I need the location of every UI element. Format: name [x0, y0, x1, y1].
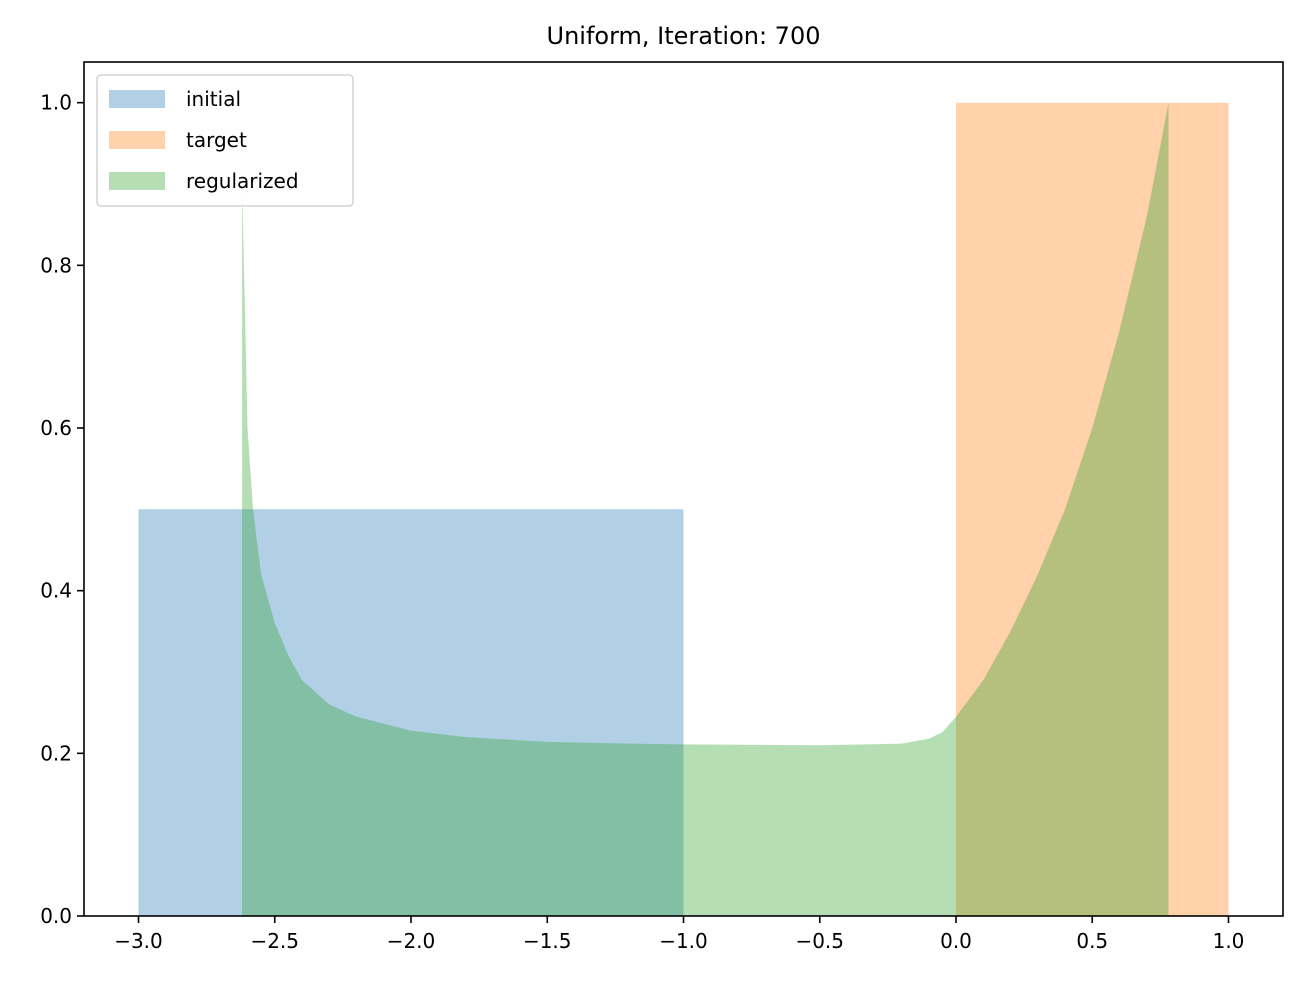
x-tick-label: −2.0 — [387, 929, 436, 953]
legend-box — [96, 74, 354, 207]
legend-label-initial: initial — [186, 87, 241, 111]
series-area-initial — [138, 509, 684, 916]
chart-title: Uniform, Iteration: 700 — [547, 22, 821, 50]
x-tick-label: −1.5 — [523, 929, 572, 953]
x-tick-label: 0.5 — [1076, 929, 1108, 953]
y-tick-label: 0.4 — [40, 579, 72, 603]
legend-swatch-regularized — [109, 172, 165, 190]
x-tick-label: −0.5 — [795, 929, 844, 953]
x-tick-label: −1.0 — [659, 929, 708, 953]
series-area-regularized — [242, 102, 1169, 916]
x-tick-label: 1.0 — [1213, 929, 1245, 953]
y-axis: 0.0 0.2 0.4 0.6 0.8 1.0 — [40, 91, 84, 928]
x-tick-label: 0.0 — [940, 929, 972, 953]
x-axis: −3.0 −2.5 −2.0 −1.5 −1.0 −0.5 0.0 0.5 1.0 — [114, 916, 1244, 953]
legend-swatch-initial — [109, 90, 165, 108]
y-tick-label: 0.2 — [40, 741, 72, 765]
legend-label-target: target — [186, 128, 247, 152]
series-layer — [138, 102, 1229, 916]
legend-label-regularized: regularized — [186, 169, 299, 193]
y-tick-label: 0.6 — [40, 416, 72, 440]
y-tick-label: 0.0 — [40, 904, 72, 928]
x-tick-label: −2.5 — [250, 929, 299, 953]
series-area-target — [956, 102, 1229, 916]
legend-swatch-target — [109, 131, 165, 149]
x-tick-label: −3.0 — [114, 929, 163, 953]
y-tick-label: 0.8 — [40, 253, 72, 277]
y-tick-label: 1.0 — [40, 91, 72, 115]
legend: initial target regularized — [96, 74, 354, 207]
